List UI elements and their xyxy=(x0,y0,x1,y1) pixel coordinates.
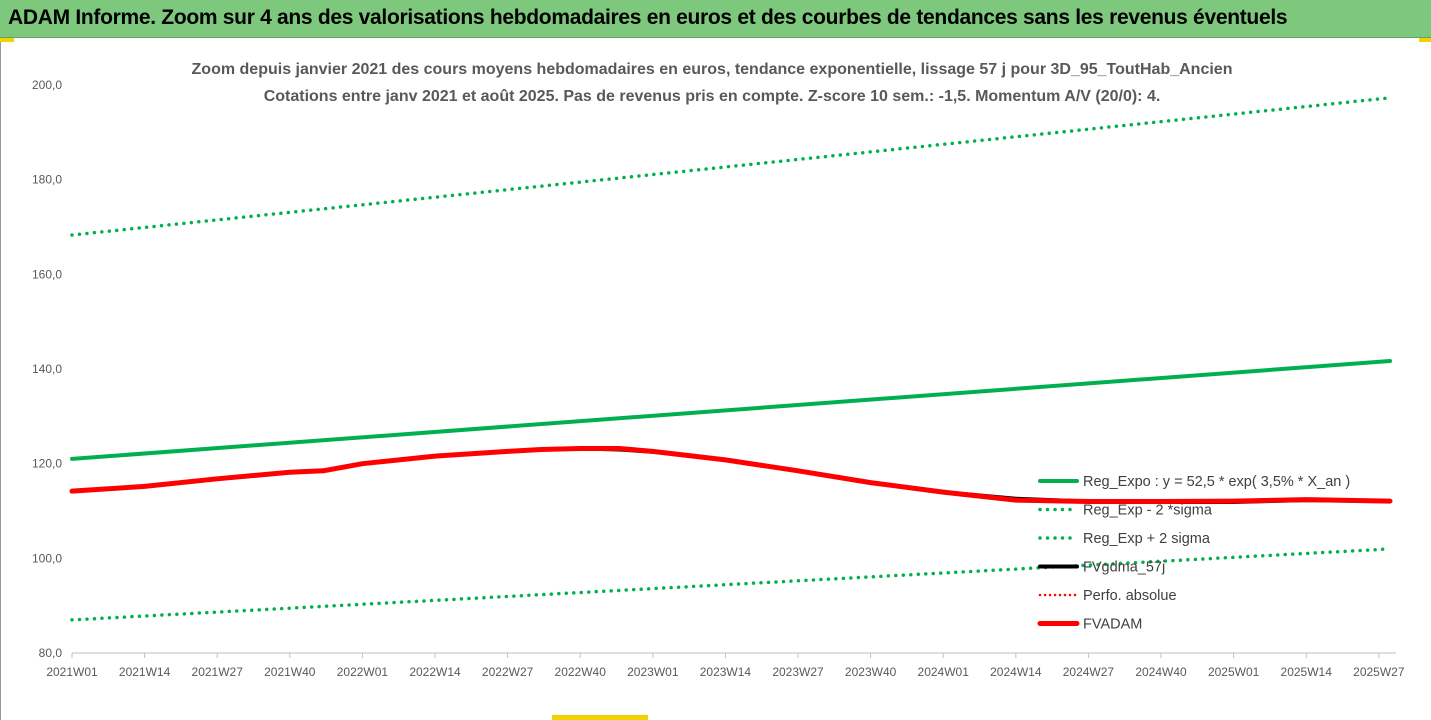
x-tick-label: 2024W14 xyxy=(990,665,1042,679)
page-title: ADAM Informe. Zoom sur 4 ans des valoris… xyxy=(8,6,1288,29)
legend-label-3: Reg_Exp + 2 sigma xyxy=(1083,531,1211,547)
y-tick-label: 200,0 xyxy=(32,78,62,92)
x-tick-label: 2022W14 xyxy=(409,665,461,679)
x-tick-label: 2024W40 xyxy=(1135,665,1187,679)
x-tick-label: 2021W27 xyxy=(192,665,244,679)
x-tick-label: 2025W27 xyxy=(1353,665,1405,679)
chart-title: Zoom depuis janvier 2021 des cours moyen… xyxy=(192,61,1233,78)
x-tick-label: 2025W14 xyxy=(1281,665,1333,679)
y-tick-label: 140,0 xyxy=(32,362,62,376)
corner-accent-left xyxy=(0,38,14,42)
x-tick-label: 2025W01 xyxy=(1208,665,1260,679)
y-tick-label: 160,0 xyxy=(32,267,62,281)
x-tick-label: 2021W14 xyxy=(119,665,171,679)
x-tick-label: 2024W27 xyxy=(1063,665,1115,679)
x-tick-label: 2023W40 xyxy=(845,665,897,679)
x-tick-label: 2023W27 xyxy=(772,665,824,679)
bottom-accent xyxy=(552,715,648,720)
chart-frame xyxy=(0,38,1431,720)
y-tick-label: 100,0 xyxy=(32,551,62,565)
chart-series xyxy=(69,96,1393,622)
chart-subtitle: Cotations entre janv 2021 et août 2025. … xyxy=(264,88,1161,105)
chart-legend: Reg_Expo : y = 52,5 * exp( 3,5% * X_an )… xyxy=(1037,474,1350,633)
x-tick-label: 2022W01 xyxy=(337,665,389,679)
y-tick-label: 180,0 xyxy=(32,173,62,187)
legend-label-1: Reg_Expo : y = 52,5 * exp( 3,5% * X_an ) xyxy=(1083,474,1350,490)
x-tick-label: 2022W27 xyxy=(482,665,534,679)
x-tick-label: 2023W14 xyxy=(700,665,752,679)
y-tick-label: 80,0 xyxy=(39,646,63,660)
legend-label-6: FVADAM xyxy=(1083,617,1142,633)
x-tick-label: 2023W01 xyxy=(627,665,679,679)
series-line-6 xyxy=(69,446,1393,504)
series-line-2 xyxy=(70,547,1392,622)
x-tick-label: 2024W01 xyxy=(918,665,970,679)
y-tick-label: 120,0 xyxy=(32,457,62,471)
series-line-1 xyxy=(70,359,1392,461)
series-line-3 xyxy=(70,96,1392,237)
legend-label-5: Perfo. absolue xyxy=(1083,588,1177,604)
x-tick-label: 2022W40 xyxy=(555,665,607,679)
legend-label-2: Reg_Exp - 2 *sigma xyxy=(1083,503,1213,519)
corner-accent-right xyxy=(1419,38,1431,42)
header-banner: ADAM Informe. Zoom sur 4 ans des valoris… xyxy=(0,0,1431,38)
legend-label-4: FVgdma_57j xyxy=(1083,560,1165,576)
x-tick-label: 2021W01 xyxy=(46,665,98,679)
x-tick-label: 2021W40 xyxy=(264,665,316,679)
chart-axes: 80,0 100,0 120,0 140,0 160,0 180,0 200,0 2021W0… xyxy=(32,78,1405,679)
